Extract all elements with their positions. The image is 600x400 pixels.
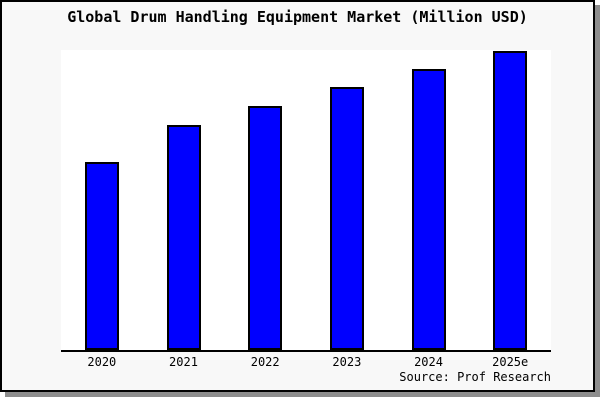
x-tick-2021: 2021 <box>169 355 198 369</box>
bar-2025e <box>493 50 528 350</box>
bar-2023 <box>329 87 364 350</box>
bar-slot <box>388 50 470 350</box>
x-axis-labels: 2020 2021 2022 2023 2024 2025e <box>61 355 551 369</box>
bar-2024 <box>411 69 446 350</box>
x-tick-2022: 2022 <box>250 355 280 369</box>
bar-slot <box>224 50 306 350</box>
bar-2021 <box>166 124 201 350</box>
x-tick-2025e: 2025e <box>492 355 529 369</box>
chart-title: Global Drum Handling Equipment Market (M… <box>67 8 528 26</box>
bar-slot <box>61 50 143 350</box>
x-tick-2023: 2023 <box>332 355 362 369</box>
source-credit: Source: Prof Research <box>399 370 551 384</box>
chart-card: Global Drum Handling Equipment Market (M… <box>0 0 595 392</box>
bar-slot <box>143 50 225 350</box>
plot-area <box>61 50 551 352</box>
bar-2020 <box>84 161 119 350</box>
bar-slot <box>469 50 551 350</box>
bar-2022 <box>248 105 283 350</box>
x-tick-2020: 2020 <box>87 355 117 369</box>
x-tick-2024: 2024 <box>414 355 443 369</box>
bar-slot <box>306 50 388 350</box>
